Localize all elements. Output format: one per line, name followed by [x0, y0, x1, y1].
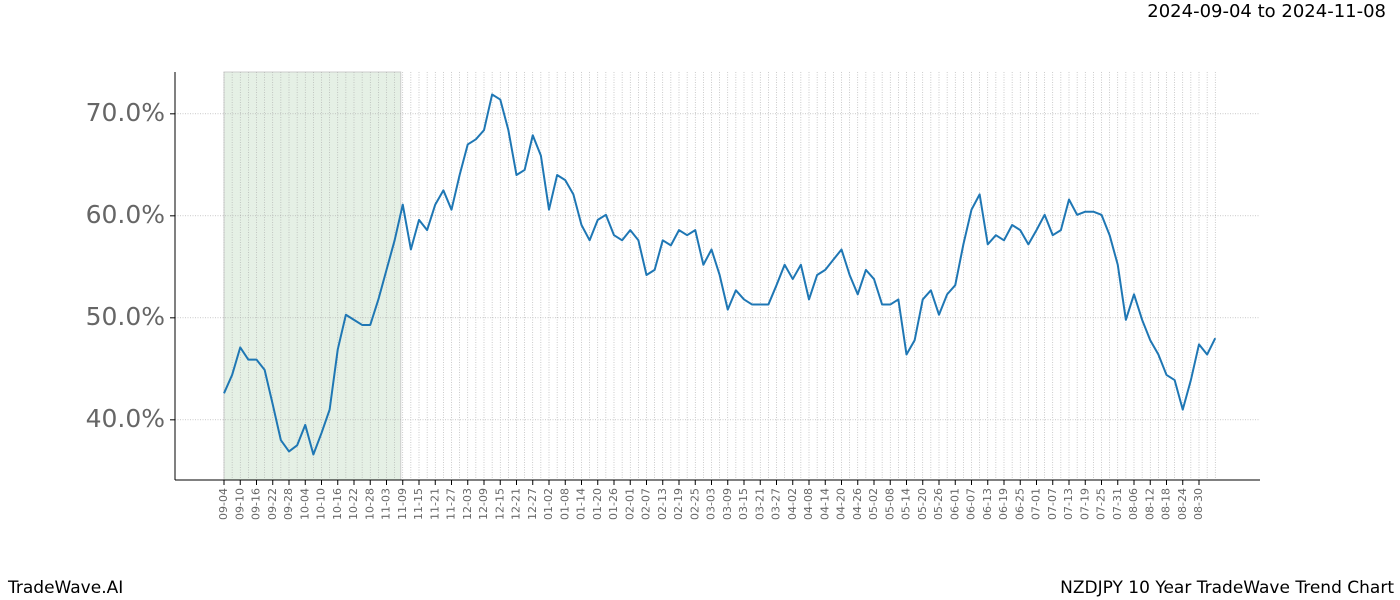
x-tick-label: 10-28 — [363, 488, 376, 520]
x-tick-label: 06-19 — [997, 488, 1010, 520]
x-tick-label: 08-24 — [1176, 488, 1189, 520]
x-tick-label: 02-19 — [672, 488, 685, 520]
chart-title: NZDJPY 10 Year TradeWave Trend Chart — [1060, 578, 1394, 598]
y-tick-label: 50.0% — [86, 302, 165, 331]
x-tick-label: 11-15 — [412, 488, 425, 520]
x-tick-label: 06-01 — [948, 488, 961, 520]
x-tick-label: 01-02 — [542, 488, 555, 520]
x-tick-label: 03-09 — [721, 488, 734, 520]
y-tick-label: 60.0% — [86, 200, 165, 229]
x-tick-label: 07-01 — [1030, 488, 1043, 520]
x-tick-label: 07-13 — [1062, 488, 1075, 520]
x-tick-label: 03-27 — [770, 488, 783, 520]
x-tick-label: 04-26 — [851, 488, 864, 520]
x-tick-label: 08-06 — [1127, 488, 1140, 520]
x-tick-label: 10-04 — [298, 488, 311, 520]
x-tick-label: 07-25 — [1095, 488, 1108, 520]
x-tick-label: 12-09 — [477, 488, 490, 520]
x-tick-label: 10-16 — [331, 488, 344, 520]
x-tick-label: 05-02 — [867, 488, 880, 520]
x-tick-label: 03-15 — [737, 488, 750, 520]
y-tick-label: 40.0% — [86, 404, 165, 433]
x-tick-label: 07-19 — [1078, 488, 1091, 520]
x-tick-label: 01-08 — [558, 488, 571, 520]
y-tick-label: 70.0% — [86, 98, 165, 127]
x-tick-label: 05-20 — [916, 488, 929, 520]
x-tick-label: 09-22 — [266, 488, 279, 520]
x-tick-label: 06-25 — [1013, 488, 1026, 520]
x-tick-label: 03-03 — [705, 488, 718, 520]
x-tick-label: 10-10 — [315, 488, 328, 520]
x-tick-label: 05-26 — [932, 488, 945, 520]
x-tick-label: 12-27 — [526, 488, 539, 520]
x-tick-label: 11-27 — [445, 488, 458, 520]
x-tick-label: 05-14 — [900, 488, 913, 520]
x-tick-label: 01-20 — [591, 488, 604, 520]
x-tick-label: 08-30 — [1192, 488, 1205, 520]
x-tick-label: 09-04 — [217, 488, 230, 520]
x-tick-label: 09-10 — [233, 488, 246, 520]
x-tick-label: 04-08 — [802, 488, 815, 520]
x-tick-label: 02-25 — [688, 488, 701, 520]
x-tick-label: 06-07 — [965, 488, 978, 520]
x-tick-label: 05-08 — [883, 488, 896, 520]
x-tick-label: 03-21 — [753, 488, 766, 520]
x-tick-label: 09-28 — [282, 488, 295, 520]
x-tick-label: 12-15 — [493, 488, 506, 520]
highlight-region — [223, 71, 402, 481]
x-tick-label: 07-07 — [1046, 488, 1059, 520]
x-tick-label: 12-03 — [461, 488, 474, 520]
date-range: 2024-09-04 to 2024-11-08 — [1147, 1, 1386, 22]
x-tick-label: 06-13 — [981, 488, 994, 520]
x-tick-label: 04-02 — [786, 488, 799, 520]
x-tick-label: 07-31 — [1111, 488, 1124, 520]
x-tick-label: 08-18 — [1160, 488, 1173, 520]
x-tick-label: 08-12 — [1143, 488, 1156, 520]
x-tick-label: 02-13 — [656, 488, 669, 520]
x-tick-label: 09-16 — [250, 488, 263, 520]
x-tick-label: 04-14 — [818, 488, 831, 520]
x-tick-label: 12-21 — [510, 488, 523, 520]
x-tick-label: 11-03 — [380, 488, 393, 520]
x-tick-label: 04-20 — [835, 488, 848, 520]
x-tick-label: 10-22 — [347, 488, 360, 520]
source: TradeWave.AI — [7, 578, 123, 598]
x-tick-label: 01-14 — [575, 488, 588, 520]
x-tick-label: 11-21 — [428, 488, 441, 520]
x-tick-label: 02-07 — [640, 488, 653, 520]
x-tick-label: 01-26 — [607, 488, 620, 520]
x-tick-label: 02-01 — [623, 488, 636, 520]
x-tick-label: 11-09 — [396, 488, 409, 520]
trend-line — [223, 93, 1217, 456]
